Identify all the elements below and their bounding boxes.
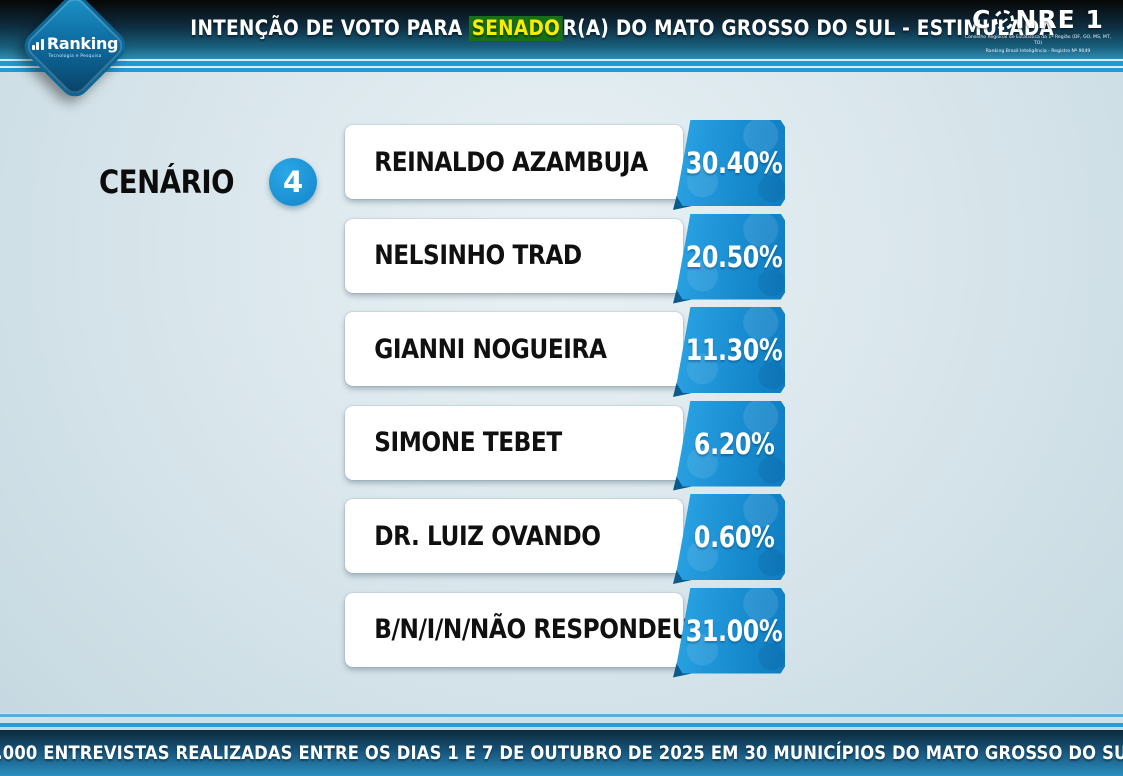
title-post: R(A) DO MATO GROSSO DO SUL - ESTIMULADA: [562, 16, 1054, 41]
percentage-value: 11.30%: [685, 333, 783, 367]
candidate-name: SIMONE TEBET: [374, 427, 562, 458]
candidate-card: SIMONE TEBET: [345, 405, 683, 480]
table-row: DR. LUIZ OVANDO 0.60%: [345, 494, 785, 584]
candidate-name: DR. LUIZ OVANDO: [374, 520, 601, 552]
conre-logo: C NRE 1 Conselho Regional de Estatística …: [963, 7, 1113, 55]
bar-chart-icon: [31, 38, 44, 53]
title-highlight: SENADO: [469, 16, 563, 41]
candidate-card: B/N/I/N/NÃO RESPONDEU: [345, 592, 691, 667]
table-row: GIANNI NOGUEIRA 11.30%: [345, 307, 785, 397]
table-row: REINALDO AZAMBUJA 30.40%: [345, 120, 785, 210]
conre-text-left: C: [972, 5, 992, 34]
conre-subline-2: Ranking Brasil Inteligência - Registro N…: [985, 49, 1091, 54]
conre-text-right: NRE 1: [1015, 5, 1104, 34]
results-list: REINALDO AZAMBUJA 30.40% NELSINHO TRAD 2…: [345, 120, 785, 681]
candidate-name: GIANNI NOGUEIRA: [374, 333, 607, 365]
candidate-name: NELSINHO TRAD: [374, 240, 582, 271]
candidate-card: GIANNI NOGUEIRA: [345, 312, 683, 386]
percentage-ribbon: 30.40%: [676, 120, 785, 206]
ranking-logo-tagline: Tecnologia e Pesquisa: [48, 53, 102, 59]
scenario-block: CENÁRIO 4: [88, 158, 318, 206]
percentage-ribbon: 6.20%: [676, 400, 785, 487]
candidate-card: NELSINHO TRAD: [345, 218, 683, 293]
table-row: SIMONE TEBET 6.20%: [345, 400, 785, 491]
table-row: NELSINHO TRAD 20.50%: [345, 213, 785, 304]
percentage-value: 6.20%: [693, 426, 775, 461]
page-title: INTENÇÃO DE VOTO PARA SENADO R(A) DO MATO…: [120, 16, 1054, 41]
scenario-label: CENÁRIO: [98, 163, 235, 201]
percentage-value: 30.40%: [685, 146, 783, 180]
title-pre: INTENÇÃO DE VOTO PARA: [190, 16, 470, 41]
candidate-name: REINALDO AZAMBUJA: [374, 146, 648, 178]
ranking-logo-name: Ranking: [46, 33, 119, 53]
ranking-logo-inner: Ranking Tecnologia e Pesquisa: [31, 9, 118, 83]
candidate-name: B/N/I/N/NÃO RESPONDEU: [374, 614, 691, 645]
scenario-number: 4: [283, 165, 304, 199]
conre-subline-1: Conselho Regional de Estatística da 1ª R…: [964, 35, 1112, 46]
scenario-number-badge: 4: [269, 158, 318, 206]
percentage-ribbon: 11.30%: [676, 307, 785, 393]
gear-icon: [993, 10, 1014, 30]
methodology-note: 3.000 ENTREVISTAS REALIZADAS ENTRE OS DI…: [0, 742, 1123, 764]
percentage-ribbon: 0.60%: [676, 494, 785, 580]
candidate-card: DR. LUIZ OVANDO: [345, 499, 683, 573]
header-stripes: [0, 59, 1123, 72]
percentage-value: 31.00%: [685, 613, 783, 648]
percentage-ribbon: 31.00%: [676, 587, 785, 674]
table-row: B/N/I/N/NÃO RESPONDEU 31.00%: [345, 587, 785, 678]
conre-logo-text: C NRE 1: [963, 7, 1113, 33]
percentage-ribbon: 20.50%: [676, 213, 785, 300]
percentage-value: 20.50%: [685, 239, 783, 274]
percentage-value: 0.60%: [693, 520, 775, 554]
footer-stripes: [0, 713, 1123, 730]
candidate-card: REINALDO AZAMBUJA: [345, 125, 683, 199]
footer-bar: 3.000 ENTREVISTAS REALIZADAS ENTRE OS DI…: [0, 730, 1123, 776]
